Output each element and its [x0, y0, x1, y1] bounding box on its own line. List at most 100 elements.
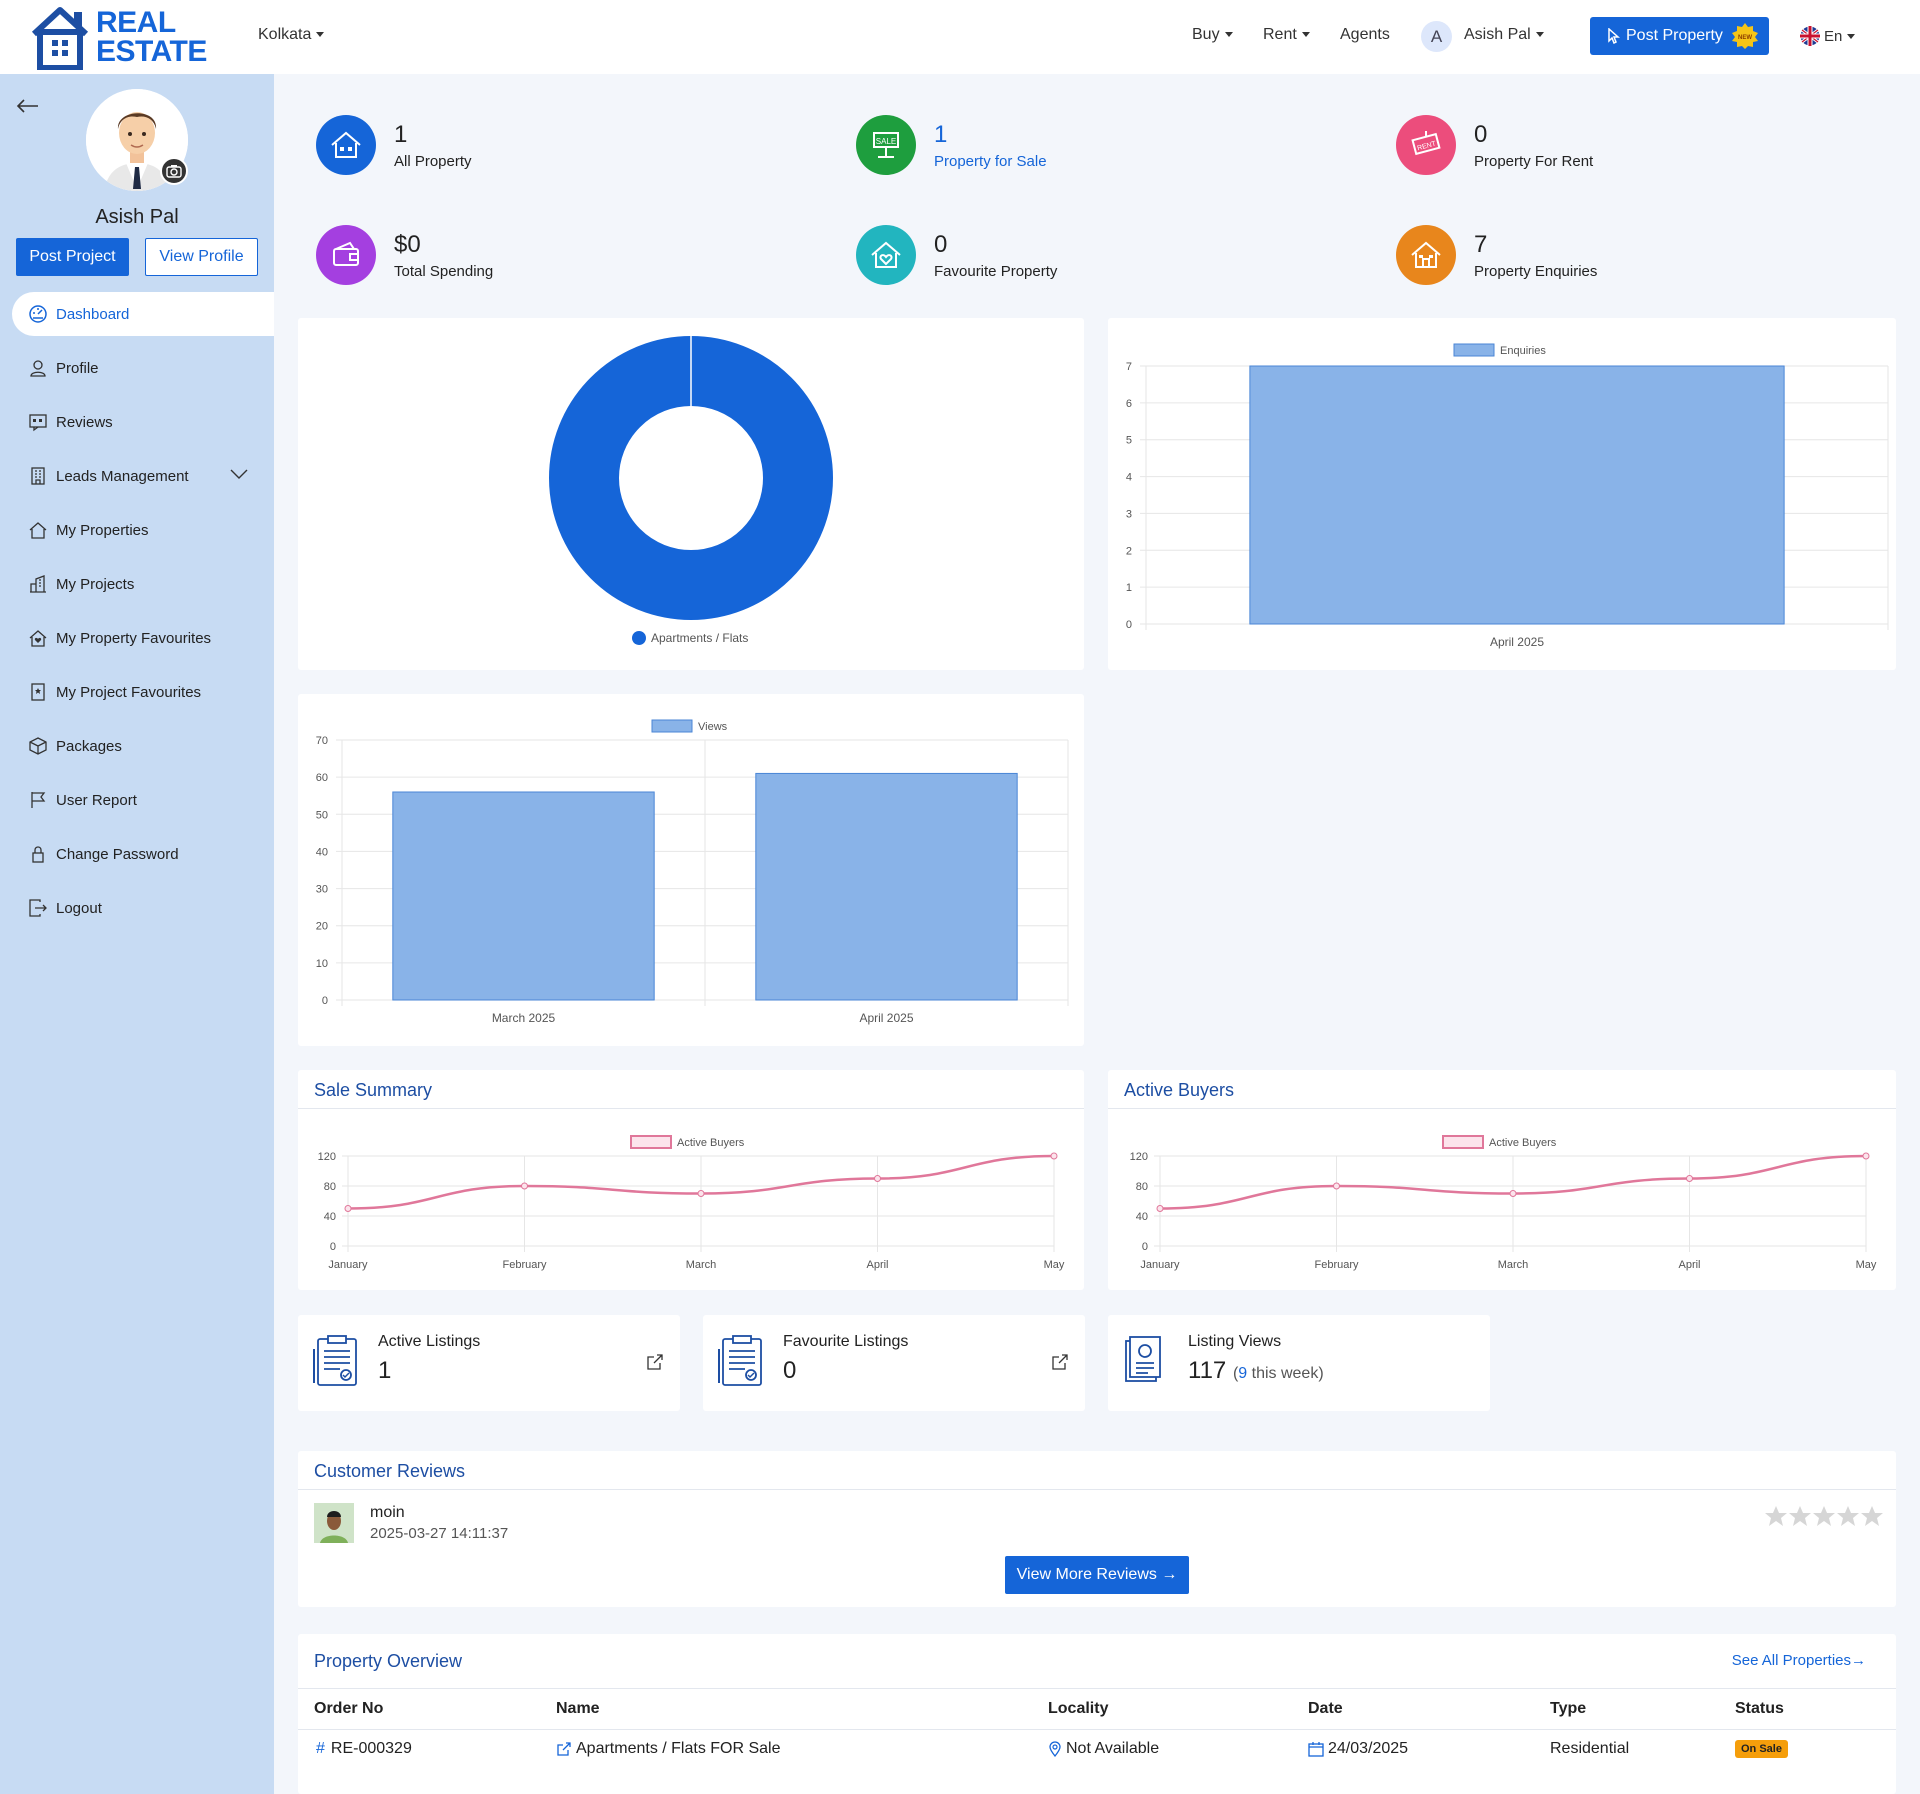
- stat-card-favourite-property[interactable]: 0 Favourite Property: [838, 207, 1356, 303]
- sale-summary-title: Sale Summary: [314, 1080, 433, 1100]
- stat-card-total-spending[interactable]: $0 Total Spending: [298, 207, 816, 303]
- sidebar-item-label: User Report: [56, 791, 137, 809]
- view-profile-button[interactable]: View Profile: [145, 238, 258, 276]
- city-selector[interactable]: Kolkata: [258, 26, 325, 44]
- nav-buy[interactable]: Buy: [1192, 26, 1233, 44]
- sidebar-item-profile[interactable]: Profile: [12, 346, 274, 390]
- stat-card-property-for-sale[interactable]: SALE 1 Property for Sale: [838, 97, 1356, 193]
- sidebar-item-change-password[interactable]: Change Password: [12, 832, 274, 876]
- bar: [1249, 365, 1785, 625]
- x-tick-label: January: [328, 1259, 368, 1271]
- y-tick-label: 5: [1126, 435, 1132, 447]
- clipboard-list-icon: [313, 1335, 357, 1386]
- y-tick-label: 30: [316, 884, 328, 896]
- reviewer-avatar: [314, 1503, 354, 1543]
- nav-buy-label: Buy: [1192, 26, 1220, 43]
- new-badge-text: NEW: [1738, 35, 1752, 41]
- views-week-text: this week): [1247, 1365, 1324, 1382]
- y-tick-label: 120: [318, 1151, 336, 1163]
- x-tick-label: February: [502, 1259, 547, 1271]
- stat-label: Property for Sale: [934, 152, 1047, 170]
- language-selector[interactable]: En: [1800, 26, 1856, 46]
- sale-summary-line-chart: 0 40 80 120 January February March April May Acti…: [318, 1135, 1065, 1271]
- sidebar-item-my-projects[interactable]: My Projects: [12, 562, 274, 606]
- post-property-button[interactable]: Post Property NEW: [1590, 17, 1769, 55]
- sidebar-item-label: Change Password: [56, 845, 179, 863]
- data-point: [1862, 1152, 1870, 1160]
- stat-label: Total Spending: [394, 262, 494, 280]
- active-buyers-title: Active Buyers: [1124, 1080, 1235, 1100]
- nav-rent[interactable]: Rent: [1263, 26, 1310, 44]
- stat-value: 1: [934, 120, 948, 148]
- table-cell-type: Residential: [1550, 1740, 1630, 1757]
- stat-card-property-for-rent[interactable]: RENT 0 Property For Rent: [1378, 97, 1896, 193]
- y-tick-label: 20: [316, 921, 328, 933]
- user-avatar[interactable]: A: [1421, 21, 1452, 52]
- locality: Not Available: [1066, 1740, 1160, 1757]
- listing-value: 0: [783, 1357, 797, 1384]
- active-buyers-card: Active Buyers 0 40 80 120 January February Mar…: [1108, 1070, 1896, 1290]
- home-heart-icon: [871, 241, 901, 268]
- sale-sign-icon: SALE: [873, 132, 899, 158]
- user-menu-label: Asish Pal: [1464, 26, 1531, 43]
- stat-label: Property Enquiries: [1474, 262, 1598, 280]
- x-tick-label: March: [686, 1259, 717, 1271]
- legend-marker: [632, 631, 646, 645]
- back-arrow-icon[interactable]: [16, 98, 40, 114]
- star-icon: [1765, 1506, 1787, 1526]
- column-header: Date: [1308, 1700, 1343, 1717]
- reviews-icon: [29, 414, 47, 432]
- listing-value: 117 (9 this week): [1188, 1357, 1324, 1385]
- stat-icon-circle: SALE: [856, 115, 916, 175]
- views-week-open: (: [1232, 1365, 1239, 1382]
- divider: [298, 1489, 1896, 1490]
- x-tick-label: April 2025: [1490, 635, 1544, 649]
- sidebar-item-dashboard[interactable]: Dashboard: [12, 292, 274, 336]
- data-point: [344, 1205, 352, 1212]
- stat-icon-circle: [856, 225, 916, 285]
- view-more-reviews-button[interactable]: View More Reviews →: [1005, 1556, 1189, 1594]
- sidebar-item-my-property-favourites[interactable]: My Property Favourites: [12, 616, 274, 660]
- listing-title: Active Listings: [378, 1333, 481, 1350]
- profile-avatar: [86, 89, 188, 191]
- sidebar-item-packages[interactable]: Packages: [12, 724, 274, 768]
- chevron-down-icon[interactable]: [230, 468, 248, 480]
- sidebar-item-user-report[interactable]: User Report: [12, 778, 274, 822]
- sidebar-user-name: Asish Pal: [95, 206, 179, 228]
- bookmark-icon: [31, 683, 45, 701]
- stat-card-property-enquiries[interactable]: 7 Property Enquiries: [1378, 207, 1896, 303]
- y-tick-label: 7: [1126, 361, 1132, 373]
- stat-icon-circle: RENT: [1396, 115, 1456, 175]
- order-no: RE-000329: [330, 1740, 412, 1757]
- user-menu[interactable]: Asish Pal: [1464, 26, 1544, 44]
- dashboard-icon: [29, 305, 47, 323]
- nav-agents[interactable]: Agents: [1340, 26, 1390, 43]
- see-all-properties-link[interactable]: See All Properties→: [1732, 1652, 1866, 1669]
- post-project-button[interactable]: Post Project: [16, 238, 129, 276]
- sidebar-item-my-properties[interactable]: My Properties: [12, 508, 274, 552]
- sidebar-item-my-project-favourites[interactable]: My Project Favourites: [12, 670, 274, 714]
- column-header: Status: [1735, 1700, 1784, 1717]
- data-point: [1050, 1152, 1058, 1160]
- table-cell-name[interactable]: Apartments / Flats FOR Sale: [556, 1740, 781, 1758]
- divider: [1108, 1108, 1896, 1109]
- y-tick-label: 10: [316, 958, 328, 970]
- legend-label: Active Buyers: [677, 1137, 745, 1149]
- camera-icon[interactable]: [160, 157, 188, 185]
- external-link-icon[interactable]: [1051, 1353, 1069, 1371]
- data-point: [521, 1182, 528, 1190]
- house-logo-icon: [31, 7, 89, 70]
- y-tick-label: 0: [330, 1241, 336, 1253]
- external-link-icon[interactable]: [646, 1353, 664, 1371]
- arrow-right-icon: →: [1161, 1566, 1178, 1583]
- sidebar-item-leads-management[interactable]: Leads Management: [12, 454, 274, 498]
- property-overview-title: Property Overview: [314, 1651, 463, 1671]
- data-point: [1333, 1182, 1340, 1190]
- post-property-label: Post Property: [1626, 27, 1723, 44]
- stat-card-all-property[interactable]: 1 All Property: [298, 97, 816, 193]
- listing-value: 1: [378, 1357, 392, 1384]
- sidebar-item-reviews[interactable]: Reviews: [12, 400, 274, 444]
- table-cell-date: 24/03/2025: [1308, 1740, 1408, 1758]
- site-logo[interactable]: REAL ESTATE: [30, 4, 207, 70]
- sidebar-item-logout[interactable]: Logout: [12, 886, 274, 930]
